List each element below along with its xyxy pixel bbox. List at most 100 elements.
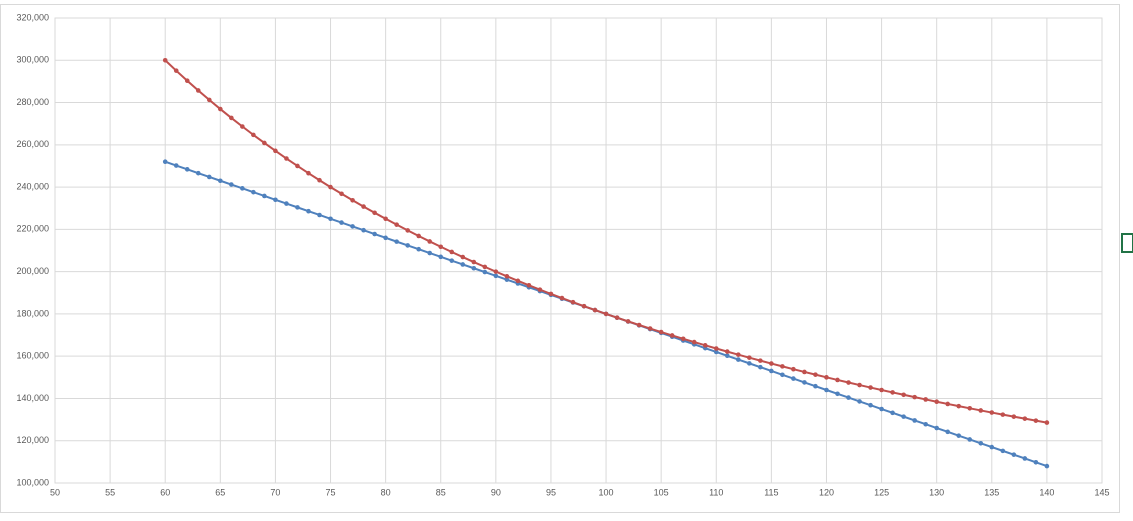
point [603, 311, 609, 317]
point [912, 394, 917, 400]
x-tick-label: 105 [654, 487, 669, 497]
point [262, 193, 267, 199]
point [592, 307, 598, 313]
point [647, 326, 653, 331]
point [317, 177, 322, 183]
point [989, 444, 995, 450]
point [460, 254, 466, 260]
point [284, 156, 289, 161]
x-tick-label: 90 [491, 487, 501, 497]
point [173, 163, 179, 168]
point [879, 406, 884, 412]
point [724, 353, 730, 359]
x-tick-label: 65 [215, 487, 225, 497]
point [449, 258, 455, 263]
point [229, 182, 234, 187]
point [184, 167, 190, 172]
point [901, 392, 906, 398]
point [1022, 416, 1028, 421]
point [868, 402, 873, 408]
x-tick-label: 50 [50, 487, 60, 497]
x-tick-label: 145 [1094, 487, 1109, 497]
point [769, 361, 774, 366]
point [978, 440, 984, 446]
point [1022, 456, 1028, 461]
point [195, 88, 201, 93]
point [427, 250, 433, 256]
point [868, 385, 873, 390]
point [306, 170, 311, 176]
y-tick-label: 160,000 [16, 351, 49, 361]
point [758, 358, 763, 363]
point [438, 244, 444, 250]
point [317, 212, 322, 218]
y-tick-label: 300,000 [16, 55, 49, 65]
point [1033, 418, 1039, 423]
point [394, 239, 399, 244]
x-tick-label: 75 [326, 487, 336, 497]
point [614, 315, 620, 320]
x-tick-label: 110 [709, 487, 723, 497]
point [383, 235, 388, 241]
x-tick-label: 60 [160, 487, 170, 497]
point [912, 418, 917, 423]
point [350, 224, 355, 229]
point [967, 437, 973, 442]
point [956, 433, 962, 438]
x-tick-label: 140 [1039, 487, 1054, 497]
point [736, 357, 741, 362]
point [372, 231, 377, 237]
point [1044, 463, 1050, 469]
plot-border [54, 17, 1103, 484]
point [471, 265, 477, 271]
point [923, 397, 928, 402]
point [504, 277, 510, 282]
point [636, 322, 642, 328]
point [394, 222, 399, 227]
point [284, 201, 289, 206]
point [736, 352, 741, 357]
point [846, 395, 851, 400]
point [901, 414, 906, 419]
point [162, 57, 168, 63]
point [791, 376, 796, 381]
point [802, 380, 807, 385]
x-tick-label: 70 [270, 487, 280, 497]
point [625, 319, 631, 324]
point [295, 205, 300, 210]
point [1000, 448, 1006, 454]
point [780, 364, 785, 369]
point [879, 387, 884, 393]
y-tick-label: 140,000 [16, 393, 49, 403]
point [1000, 412, 1006, 417]
point [857, 399, 862, 404]
x-tick-label: 80 [381, 487, 391, 497]
point [813, 372, 818, 377]
point [548, 291, 554, 297]
x-tick-label: 95 [546, 487, 556, 497]
point [989, 410, 995, 415]
point [295, 163, 300, 169]
point [802, 369, 807, 375]
point [350, 197, 355, 203]
point [1044, 420, 1050, 425]
y-tick-label: 120,000 [16, 435, 49, 445]
point [1011, 414, 1017, 419]
y-tick-label: 240,000 [16, 181, 49, 191]
x-tick-label: 85 [436, 487, 446, 497]
point [526, 282, 532, 288]
point [758, 364, 763, 370]
point [482, 264, 488, 270]
point [669, 333, 675, 338]
point [449, 249, 455, 255]
point [890, 390, 895, 395]
x-tick-label: 130 [929, 487, 944, 497]
y-tick-label: 100,000 [16, 477, 49, 487]
point [405, 228, 410, 233]
point [846, 380, 851, 385]
point [229, 115, 234, 121]
point [416, 246, 421, 252]
cell-selection [1121, 233, 1133, 253]
